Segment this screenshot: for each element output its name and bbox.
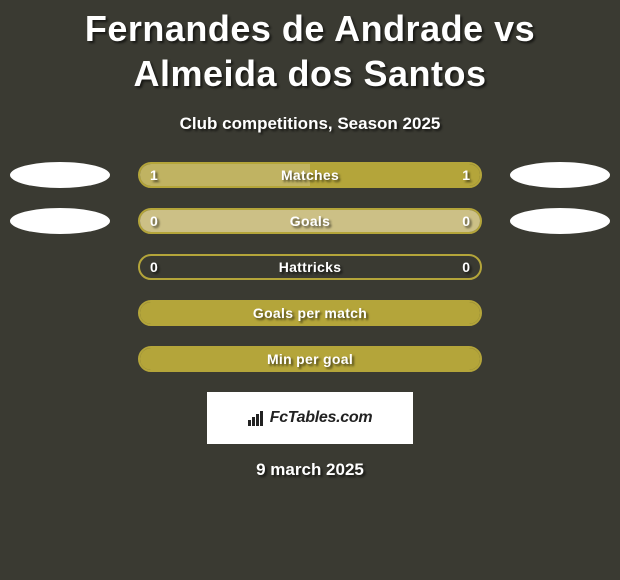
stat-bar: 00Hattricks: [138, 254, 482, 280]
page-title: Fernandes de Andrade vs Almeida dos Sant…: [0, 0, 620, 96]
logo-box: FcTables.com: [207, 392, 413, 444]
bar-label: Goals: [140, 210, 480, 232]
chart-icon: [248, 410, 266, 426]
comparison-row: Goals per match: [0, 300, 620, 326]
stat-bar: Min per goal: [138, 346, 482, 372]
bar-label: Hattricks: [140, 256, 480, 278]
comparison-row: Min per goal: [0, 346, 620, 372]
logo-text: FcTables.com: [270, 409, 373, 427]
comparison-row: 00Hattricks: [0, 254, 620, 280]
subtitle: Club competitions, Season 2025: [0, 114, 620, 134]
stat-bar: 00Goals: [138, 208, 482, 234]
comparison-rows: 11Matches 00Goals 00Hattricks Goals per mat…: [0, 162, 620, 372]
stat-bar: Goals per match: [138, 300, 482, 326]
bar-label: Goals per match: [140, 302, 480, 324]
bar-label: Min per goal: [140, 348, 480, 370]
comparison-row: 11Matches: [0, 162, 620, 188]
bar-label: Matches: [140, 164, 480, 186]
badge-left: [10, 162, 110, 188]
date-label: 9 march 2025: [0, 460, 620, 480]
badge-left: [10, 208, 110, 234]
badge-right: [510, 162, 610, 188]
badge-right: [510, 208, 610, 234]
comparison-row: 00Goals: [0, 208, 620, 234]
stat-bar: 11Matches: [138, 162, 482, 188]
